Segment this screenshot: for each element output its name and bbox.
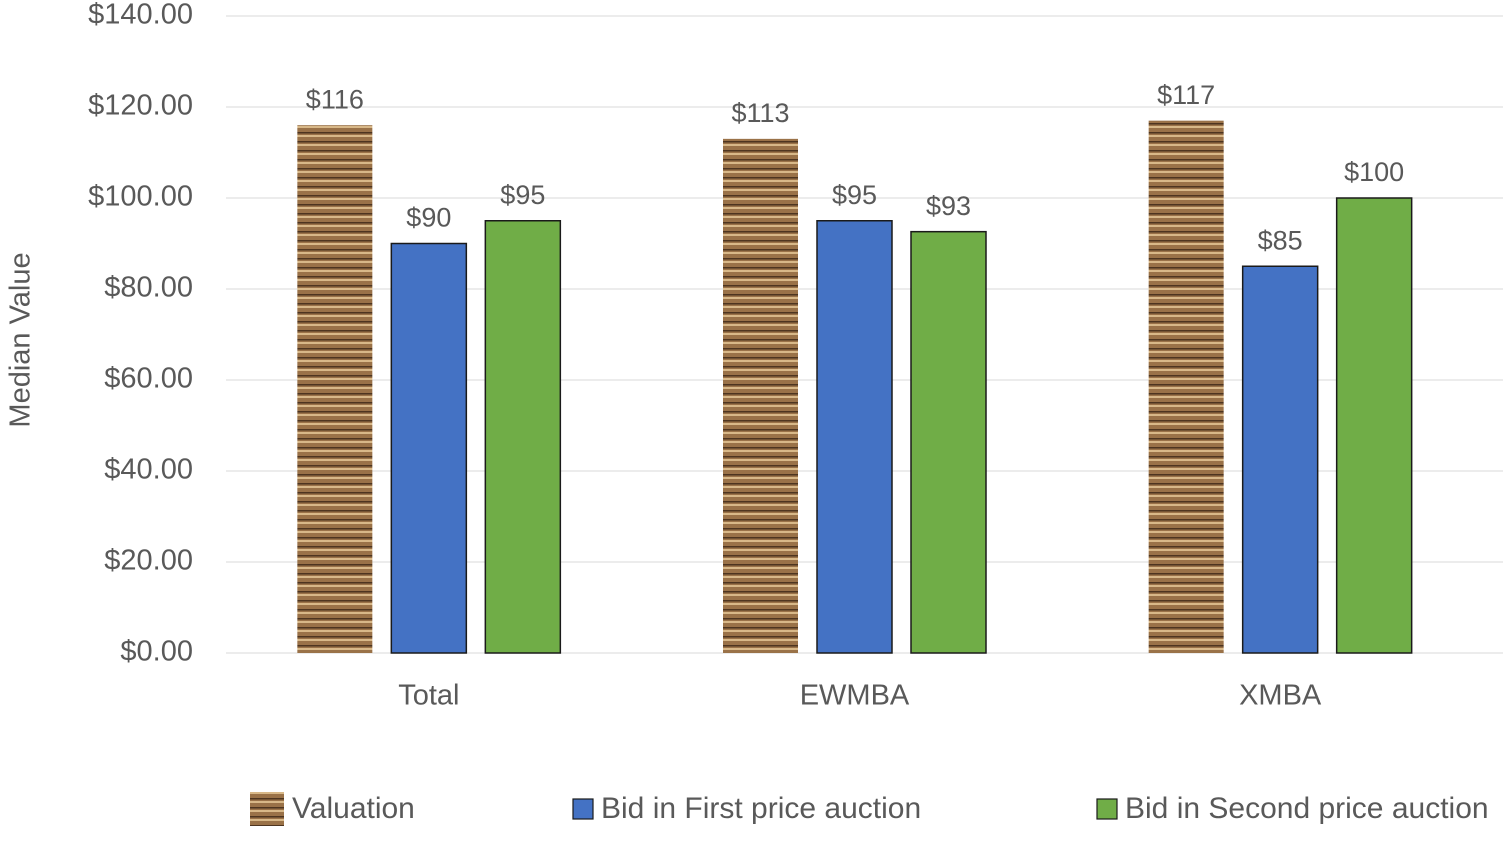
data-label: $95 <box>500 180 545 210</box>
x-tick-label: Total <box>398 680 459 712</box>
y-tick-label: $140.00 <box>88 0 193 31</box>
bar <box>910 230 987 654</box>
bar <box>297 125 373 653</box>
legend-swatch <box>572 798 594 820</box>
bar <box>1241 265 1319 654</box>
data-label: $116 <box>306 84 364 114</box>
legend-swatch <box>1096 798 1118 820</box>
y-tick-label: $100.00 <box>88 181 193 213</box>
y-tick-label: $120.00 <box>88 90 193 122</box>
data-label: $117 <box>1157 80 1215 110</box>
bar <box>1148 120 1224 653</box>
y-tick-label: $60.00 <box>104 363 193 395</box>
legend-label: Valuation <box>292 792 415 825</box>
data-label: $85 <box>1258 225 1303 255</box>
legend-swatch <box>250 792 284 826</box>
x-tick-label: XMBA <box>1239 680 1322 712</box>
data-label: $100 <box>1344 157 1404 187</box>
bar <box>390 242 468 654</box>
y-tick-label: $0.00 <box>120 636 193 668</box>
y-tick-label: $40.00 <box>104 454 193 486</box>
bar <box>816 220 893 654</box>
data-label: $90 <box>406 203 451 233</box>
legend-label: Bid in Second price auction <box>1125 792 1489 825</box>
bar <box>1335 197 1413 654</box>
y-axis-title: Median Value <box>5 252 37 427</box>
legend-label: Bid in First price auction <box>601 792 921 825</box>
y-tick-label: $80.00 <box>104 272 193 304</box>
data-label: $113 <box>731 98 789 128</box>
data-label: $93 <box>926 191 971 221</box>
bar <box>484 220 562 654</box>
x-tick-label: EWMBA <box>800 680 910 712</box>
y-tick-label: $20.00 <box>104 545 193 577</box>
data-label: $95 <box>832 180 877 210</box>
bar <box>723 138 798 654</box>
